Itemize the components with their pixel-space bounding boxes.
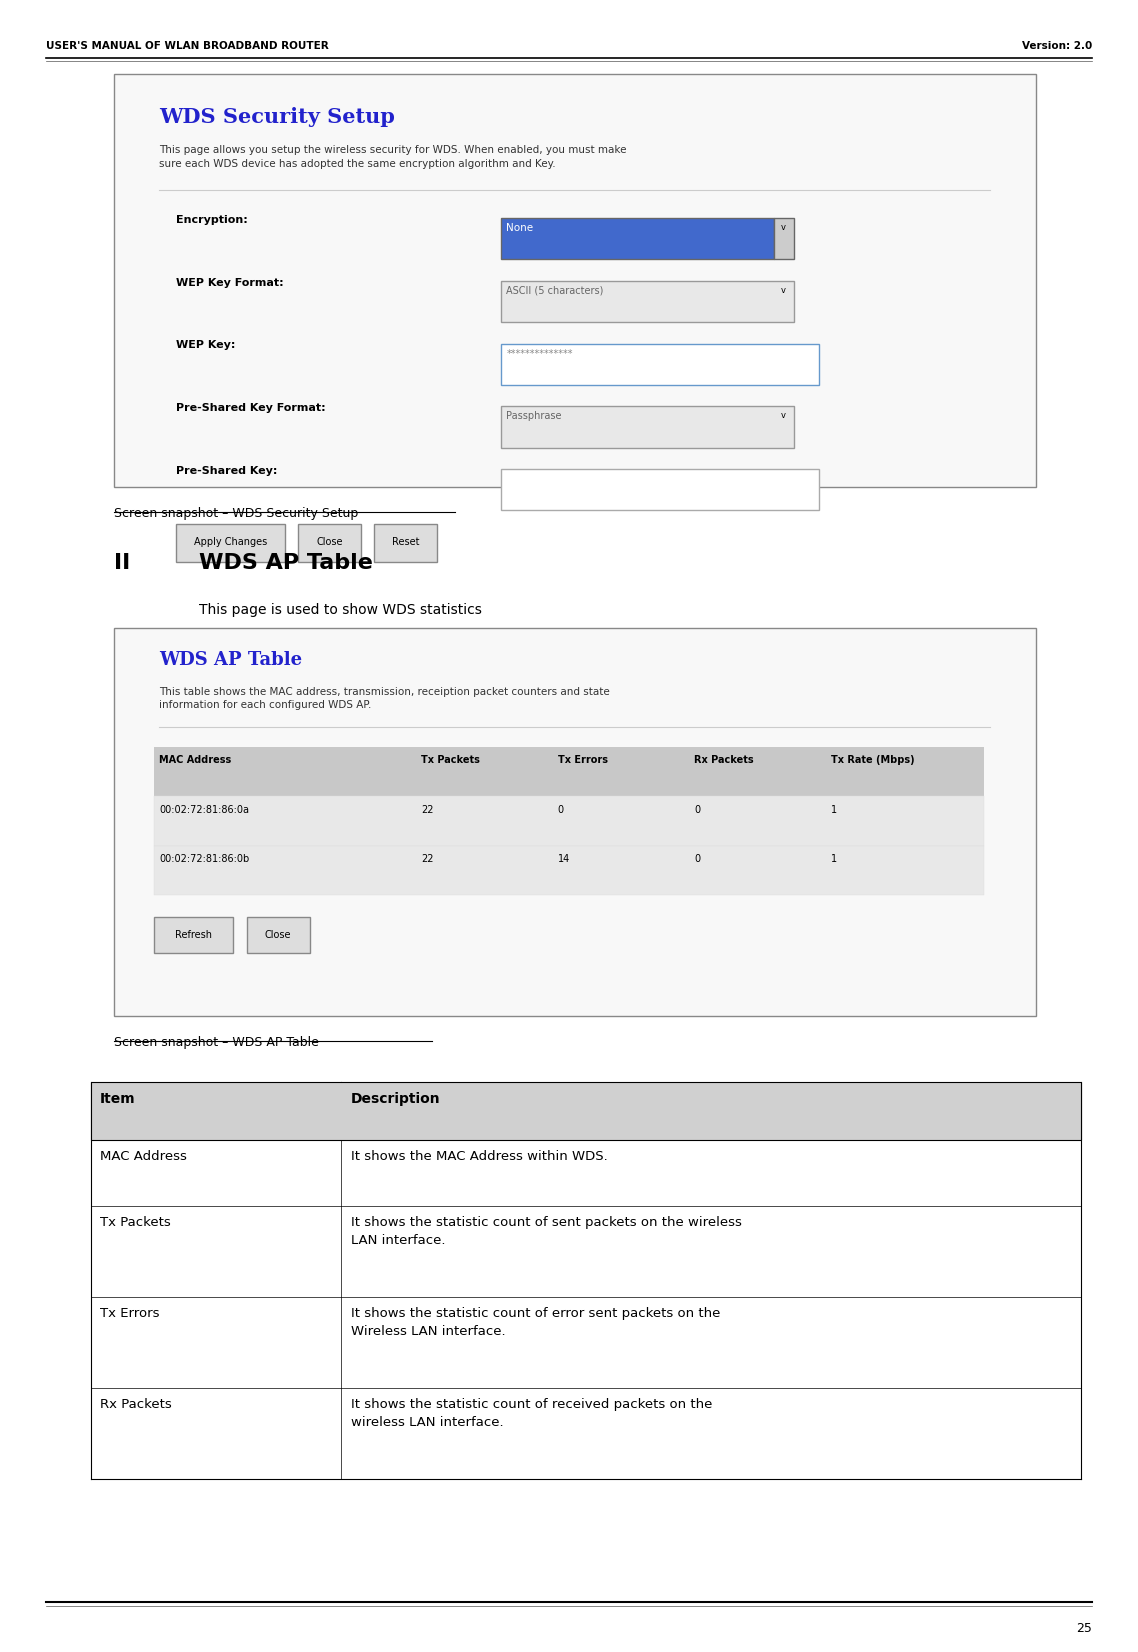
Text: 22: 22 — [421, 854, 434, 864]
Text: Refresh: Refresh — [175, 930, 212, 940]
Text: It shows the statistic count of sent packets on the wireless
LAN interface.: It shows the statistic count of sent pac… — [351, 1216, 741, 1247]
Text: Tx Packets: Tx Packets — [100, 1216, 171, 1229]
FancyBboxPatch shape — [501, 218, 774, 259]
Text: Close: Close — [316, 537, 343, 547]
Text: Apply Changes: Apply Changes — [193, 537, 267, 547]
Text: Screen snapshot – WDS Security Setup: Screen snapshot – WDS Security Setup — [114, 507, 358, 520]
FancyBboxPatch shape — [154, 846, 984, 895]
Text: It shows the statistic count of error sent packets on the
Wireless LAN interface: It shows the statistic count of error se… — [351, 1307, 720, 1338]
Text: Version: 2.0: Version: 2.0 — [1022, 41, 1092, 51]
Text: This page allows you setup the wireless security for WDS. When enabled, you must: This page allows you setup the wireless … — [159, 145, 627, 169]
Text: 1: 1 — [831, 805, 836, 814]
Text: 00:02:72:81:86:0b: 00:02:72:81:86:0b — [159, 854, 249, 864]
Text: 1: 1 — [831, 854, 836, 864]
Text: Tx Errors: Tx Errors — [558, 755, 608, 765]
FancyBboxPatch shape — [114, 74, 1036, 487]
Text: Rx Packets: Rx Packets — [694, 755, 753, 765]
Text: None: None — [506, 223, 534, 233]
FancyBboxPatch shape — [114, 628, 1036, 1016]
Text: Encryption:: Encryption: — [176, 215, 248, 225]
Text: This table shows the MAC address, transmission, receiption packet counters and s: This table shows the MAC address, transm… — [159, 687, 610, 710]
Text: II: II — [114, 553, 130, 573]
Text: WDS AP Table: WDS AP Table — [199, 553, 373, 573]
Text: 22: 22 — [421, 805, 434, 814]
Text: Tx Rate (Mbps): Tx Rate (Mbps) — [831, 755, 914, 765]
Text: Pre-Shared Key Format:: Pre-Shared Key Format: — [176, 403, 325, 413]
FancyBboxPatch shape — [501, 281, 794, 322]
Text: Screen snapshot – WDS AP Table: Screen snapshot – WDS AP Table — [114, 1036, 319, 1049]
Text: 0: 0 — [558, 805, 563, 814]
Text: Reset: Reset — [391, 537, 420, 547]
Text: ASCII (5 characters): ASCII (5 characters) — [506, 286, 604, 296]
FancyBboxPatch shape — [247, 917, 310, 953]
Text: WDS Security Setup: WDS Security Setup — [159, 107, 395, 127]
Text: 00:02:72:81:86:0a: 00:02:72:81:86:0a — [159, 805, 249, 814]
FancyBboxPatch shape — [154, 917, 233, 953]
Text: WEP Key Format:: WEP Key Format: — [176, 278, 284, 287]
Text: v: v — [781, 223, 785, 231]
Text: Item: Item — [100, 1092, 135, 1105]
Text: MAC Address: MAC Address — [159, 755, 231, 765]
FancyBboxPatch shape — [154, 796, 984, 846]
Text: 0: 0 — [694, 854, 700, 864]
Text: 25: 25 — [1077, 1622, 1092, 1635]
Text: Rx Packets: Rx Packets — [100, 1398, 172, 1411]
Text: v: v — [781, 411, 785, 420]
Text: This page is used to show WDS statistics: This page is used to show WDS statistics — [199, 603, 483, 616]
FancyBboxPatch shape — [501, 406, 794, 448]
Text: 0: 0 — [694, 805, 700, 814]
Text: **************: ************** — [506, 349, 572, 358]
Text: It shows the statistic count of received packets on the
wireless LAN interface.: It shows the statistic count of received… — [351, 1398, 712, 1429]
Text: Passphrase: Passphrase — [506, 411, 562, 421]
FancyBboxPatch shape — [154, 747, 984, 796]
FancyBboxPatch shape — [501, 344, 819, 385]
FancyBboxPatch shape — [176, 524, 284, 562]
Text: v: v — [781, 286, 785, 294]
FancyBboxPatch shape — [298, 524, 361, 562]
FancyBboxPatch shape — [501, 469, 819, 510]
Text: Pre-Shared Key:: Pre-Shared Key: — [176, 466, 278, 476]
Text: Close: Close — [265, 930, 291, 940]
Text: MAC Address: MAC Address — [100, 1150, 187, 1163]
Text: WEP Key:: WEP Key: — [176, 340, 236, 350]
Text: It shows the MAC Address within WDS.: It shows the MAC Address within WDS. — [351, 1150, 608, 1163]
Text: USER'S MANUAL OF WLAN BROADBAND ROUTER: USER'S MANUAL OF WLAN BROADBAND ROUTER — [46, 41, 328, 51]
Text: WDS AP Table: WDS AP Table — [159, 651, 303, 669]
FancyBboxPatch shape — [91, 1082, 1081, 1140]
Text: Description: Description — [351, 1092, 440, 1105]
Text: Tx Packets: Tx Packets — [421, 755, 480, 765]
Text: 14: 14 — [558, 854, 570, 864]
FancyBboxPatch shape — [774, 218, 794, 259]
Text: Tx Errors: Tx Errors — [100, 1307, 159, 1320]
FancyBboxPatch shape — [374, 524, 437, 562]
